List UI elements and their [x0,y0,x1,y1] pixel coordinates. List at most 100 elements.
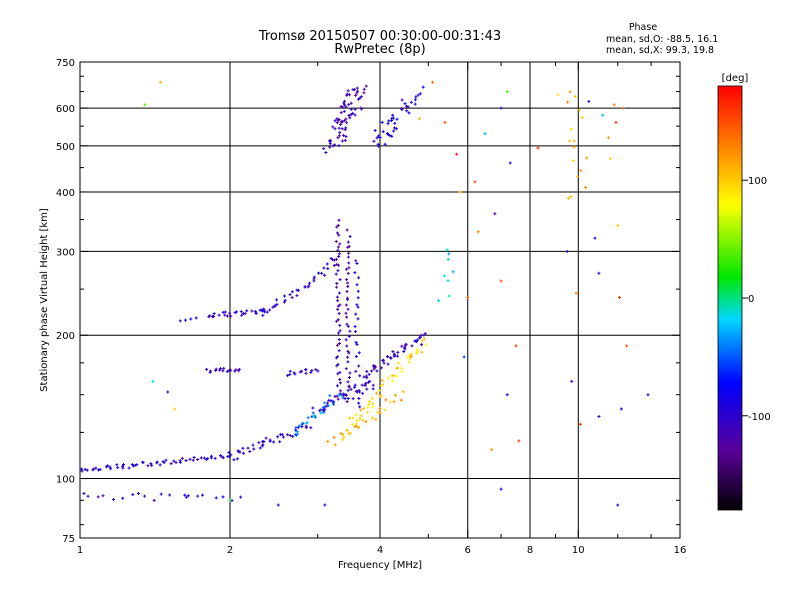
echo-point [199,456,203,460]
echo-point [408,357,412,361]
echo-point [335,225,339,229]
echo-point [347,103,351,107]
echo-point [337,263,341,267]
echo-point [248,450,252,454]
y-tick-label: 400 [56,188,75,199]
y-tick-label: 750 [56,58,75,69]
echo-point [364,420,368,424]
echo-point [355,424,359,428]
echo-point [353,113,357,117]
echo-point [86,494,90,498]
echo-point [339,431,343,435]
echo-point [355,342,359,346]
echo-point [420,339,424,343]
echo-point [499,487,503,491]
echo-point [334,239,338,243]
echo-point [309,370,313,374]
echo-point [334,257,338,261]
echo-point [283,298,287,302]
echo-point [333,143,337,147]
echo-point [353,324,357,328]
echo-point [286,374,290,378]
echo-point [345,228,349,232]
echo-point [221,369,225,373]
echo-point [391,379,395,383]
stats-o-mode: mean, sd,O: -88.5, 16.1 [606,34,718,45]
echo-point [278,440,282,444]
echo-point [646,393,650,397]
echo-point [314,368,318,372]
echo-point [403,102,407,106]
echo-point [337,254,341,258]
echo-point [353,383,357,387]
echo-point [286,433,290,437]
echo-point [180,456,184,460]
echo-point [322,401,326,405]
echo-point [318,409,322,413]
echo-point [331,144,335,148]
echo-point [346,360,350,364]
echo-point [218,368,222,372]
echo-point [350,423,354,427]
y-tick-label: 300 [56,247,75,258]
echo-point [396,361,400,365]
echo-point [353,330,357,334]
echo-point [381,358,385,362]
echo-point [346,380,350,384]
echo-point [250,309,254,313]
echo-point [406,355,410,359]
echo-point [337,134,341,138]
colorbar-tick-label: 0 [748,294,754,305]
echo-point [205,367,209,371]
y-axis-label: Stationary phase Virtual Height [km] [39,208,50,392]
echo-point [568,90,572,94]
echo-point [416,338,420,342]
echo-point [209,456,213,460]
echo-point [390,134,394,138]
echo-point [135,463,139,467]
echo-point [597,271,601,275]
echo-point [338,381,342,385]
echo-point [295,430,299,434]
echo-point [338,377,342,381]
echo-point [300,422,304,426]
echo-point [354,389,358,393]
echo-point [382,361,386,365]
echo-point [380,383,383,387]
echo-point [536,146,540,150]
echo-point [213,456,217,460]
echo-point [334,272,338,276]
echo-point [338,323,342,327]
echo-point [462,355,466,359]
echo-point [343,99,347,103]
echo-point [361,418,365,422]
echo-point [337,144,341,148]
echo-point [364,374,368,378]
echo-point [455,152,459,156]
echo-point [355,419,359,423]
echo-point [219,454,223,458]
echo-point [304,367,308,371]
echo-point [183,318,187,322]
echo-point [209,369,213,373]
echo-point [347,244,351,248]
echo-point [395,117,399,121]
echo-point [109,467,113,471]
echo-point [389,356,393,360]
echo-point [354,369,358,373]
echo-point [223,313,227,317]
echo-point [296,288,300,292]
echo-point [178,319,182,323]
echo-point [386,376,390,380]
echo-point [310,369,314,373]
echo-point [392,126,396,130]
echo-point [580,116,584,120]
x-axis-label: Frequency [MHz] [338,560,422,571]
echo-point [108,465,112,469]
echo-point [121,496,125,500]
echo-point [379,366,383,370]
echo-point [584,185,588,189]
echo-point [265,310,269,314]
y-tick-label: 600 [56,104,75,115]
echo-point [612,103,616,107]
